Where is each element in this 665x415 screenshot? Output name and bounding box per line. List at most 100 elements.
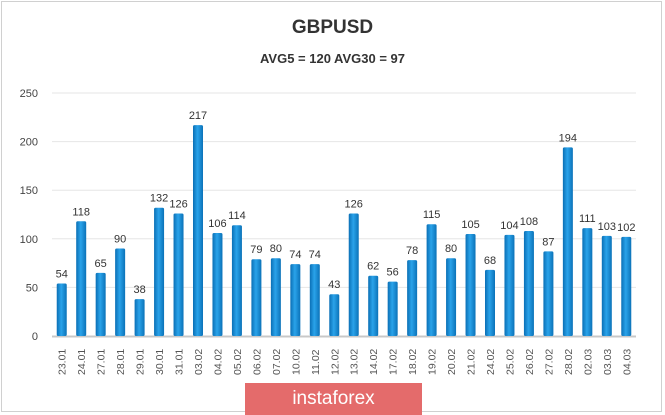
x-tick-label: 05.02 <box>232 349 244 375</box>
y-tick-label: 250 <box>20 88 38 100</box>
bar <box>368 275 379 336</box>
bar <box>621 236 632 336</box>
x-tick-label: 14.02 <box>368 349 380 375</box>
data-label: 80 <box>445 243 457 255</box>
bar <box>485 269 495 336</box>
x-tick-label: 24.02 <box>485 349 497 375</box>
bar <box>387 281 398 336</box>
data-label: 54 <box>56 269 68 281</box>
x-tick-label: 25.02 <box>504 349 516 375</box>
x-tick-label: 28.01 <box>115 349 127 375</box>
bar <box>115 248 126 336</box>
data-label: 68 <box>484 255 496 267</box>
x-tick-label: 13.02 <box>349 349 361 375</box>
x-tick-label: 28.02 <box>563 349 575 375</box>
data-label: 118 <box>72 206 90 218</box>
bar <box>426 224 437 336</box>
bar <box>76 221 87 336</box>
bar <box>290 264 301 336</box>
data-label: 78 <box>406 245 418 257</box>
data-label: 102 <box>617 222 635 234</box>
x-tick-label: 20.02 <box>446 349 458 375</box>
data-label: 74 <box>309 249 321 261</box>
data-label: 217 <box>189 110 207 122</box>
x-tick-label: 19.02 <box>427 349 439 375</box>
data-label: 90 <box>114 234 126 246</box>
x-tick-label: 18.02 <box>407 349 419 375</box>
bar <box>95 272 106 336</box>
y-tick-label: 200 <box>20 137 38 149</box>
x-tick-label: 27.01 <box>96 349 108 375</box>
x-tick-label: 12.02 <box>329 349 341 375</box>
y-tick-label: 0 <box>32 331 38 343</box>
x-tick-label: 30.01 <box>154 349 166 375</box>
data-label: 87 <box>542 236 554 248</box>
bar <box>407 260 418 336</box>
bar <box>543 251 554 336</box>
bar <box>193 125 203 337</box>
bar <box>173 213 184 336</box>
bar <box>504 234 515 336</box>
data-label: 105 <box>461 219 479 231</box>
data-label: 74 <box>289 249 301 261</box>
instaforex-watermark: instaforex <box>245 383 422 415</box>
data-label: 38 <box>133 284 145 296</box>
data-label: 106 <box>208 218 226 230</box>
data-label: 115 <box>423 209 441 221</box>
x-tick-label: 07.02 <box>271 349 283 375</box>
data-label: 79 <box>250 244 262 256</box>
chart-subtitle: AVG5 = 120 AVG30 = 97 <box>259 51 405 66</box>
x-tick-label: 06.02 <box>251 349 263 375</box>
data-label: 132 <box>150 193 168 205</box>
x-tick-label: 03.02 <box>193 349 205 375</box>
x-tick-label: 21.02 <box>466 349 478 375</box>
data-label: 114 <box>228 210 246 222</box>
x-tick-label: 27.02 <box>543 349 555 375</box>
bar <box>56 283 67 336</box>
bar <box>523 231 534 336</box>
bar <box>601 235 612 336</box>
x-tick-label: 04.03 <box>621 349 633 375</box>
data-label: 62 <box>367 261 379 273</box>
bar <box>562 147 573 336</box>
data-label: 104 <box>500 220 518 232</box>
x-tick-label: 31.01 <box>174 349 186 375</box>
x-tick-label: 26.02 <box>524 349 536 375</box>
y-tick-label: 50 <box>26 282 38 294</box>
data-label: 126 <box>345 199 363 211</box>
x-tick-label: 02.03 <box>582 349 594 375</box>
bar <box>465 233 476 336</box>
x-tick-label: 23.01 <box>57 349 69 375</box>
bar <box>446 258 457 336</box>
bar <box>251 259 262 336</box>
x-tick-label: 04.02 <box>212 349 224 375</box>
bar <box>329 294 340 336</box>
bar <box>348 213 359 336</box>
data-label: 126 <box>169 199 187 211</box>
bar <box>154 207 165 336</box>
chart-title: GBPUSD <box>291 17 374 38</box>
bar <box>134 299 145 336</box>
data-label: 111 <box>579 213 596 225</box>
data-label: 103 <box>598 221 616 233</box>
x-tick-label: 11.02 <box>310 349 322 375</box>
x-tick-label: 03.03 <box>602 349 614 375</box>
bar <box>231 225 242 336</box>
data-label: 43 <box>328 279 340 291</box>
data-label: 108 <box>520 216 538 228</box>
y-tick-label: 100 <box>20 234 38 246</box>
bar <box>212 232 223 336</box>
x-tick-label: 29.01 <box>135 349 147 375</box>
bar <box>270 258 281 336</box>
bar <box>309 264 320 336</box>
x-tick-label: 17.02 <box>388 349 400 375</box>
data-label: 80 <box>270 243 282 255</box>
x-tick-label: 24.01 <box>76 349 88 375</box>
y-tick-label: 150 <box>20 185 38 197</box>
x-tick-label: 10.02 <box>290 349 302 375</box>
data-label: 65 <box>95 258 107 270</box>
data-label: 56 <box>387 267 399 279</box>
data-label: 194 <box>559 132 577 144</box>
bar <box>582 228 593 336</box>
